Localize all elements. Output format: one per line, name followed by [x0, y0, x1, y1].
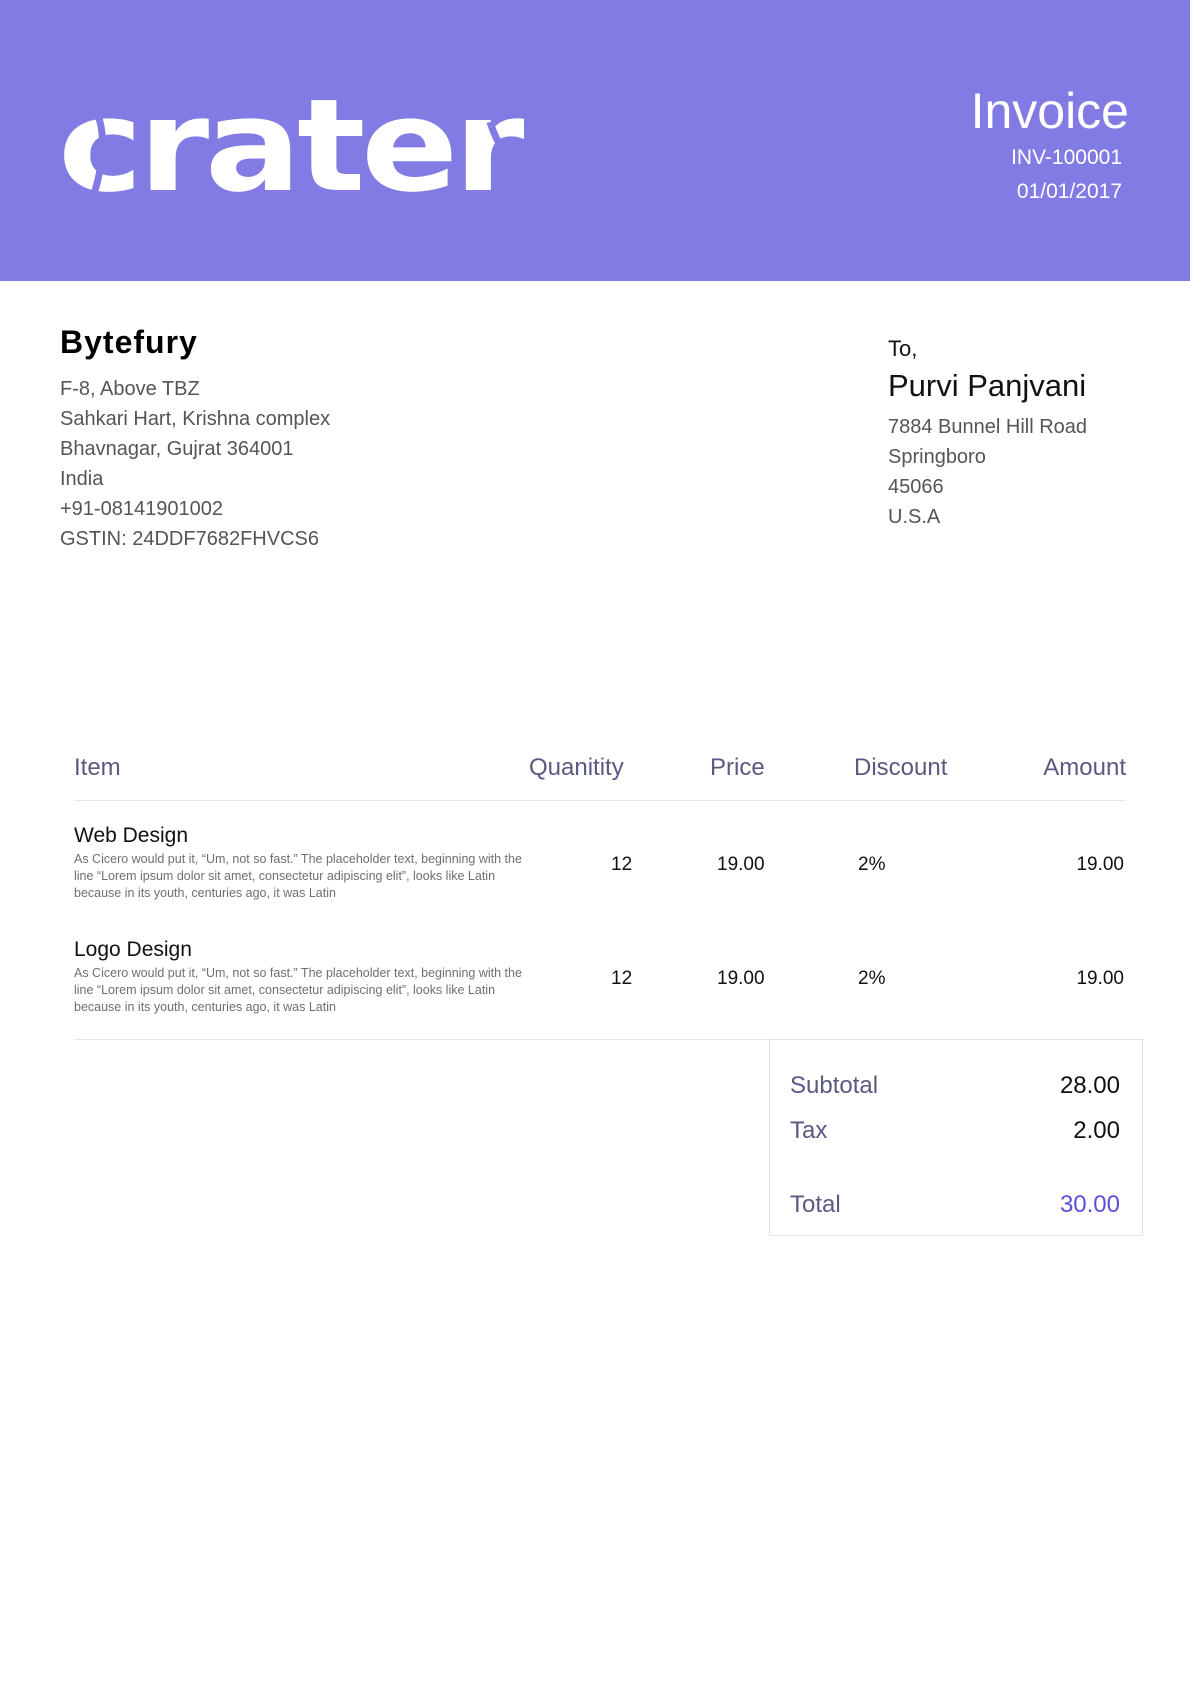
item-description: As Cicero would put it, “Um, not so fast… [74, 966, 522, 1014]
table-divider [74, 1039, 769, 1040]
item-price: 19.00 [717, 854, 765, 875]
address-line: 45066 [888, 476, 944, 498]
subtotal-value: 28.00 [1059, 1072, 1120, 1099]
header-amount: Amount [1043, 754, 1126, 781]
total-label: Total [790, 1191, 841, 1218]
invoice-header: crater Invoice INV-100001 01/01/2017 [0, 0, 1190, 281]
invoice-number: INV-100001 [1011, 146, 1122, 169]
header-divider [74, 800, 1126, 801]
invoice-date: 01/01/2017 [1016, 180, 1122, 203]
address-line: Bhavnagar, Gujrat 364001 [60, 438, 294, 460]
item-title: Logo Design [74, 938, 192, 961]
item-title: Web Design [74, 824, 189, 847]
address-line: Sahkari Hart, Krishna complex [60, 408, 331, 430]
company-name: Bytefury [60, 324, 198, 360]
company-address: F-8, Above TBZ Sahkari Hart, Krishna com… [60, 374, 330, 554]
item-quantity: 12 [611, 854, 633, 875]
item-amount: 19.00 [1076, 854, 1124, 875]
item-quantity: 12 [611, 968, 633, 989]
item-description: As Cicero would put it, “Um, not so fast… [74, 852, 522, 900]
header-item: Item [74, 754, 121, 781]
address-line: U.S.A [888, 506, 941, 528]
crater-logo: crater [58, 82, 528, 202]
item-discount: 2% [858, 968, 886, 989]
item-discount: 2% [858, 854, 886, 875]
tax-value: 2.00 [1073, 1117, 1120, 1144]
invoice-title: Invoice [970, 83, 1129, 139]
address-line: Springboro [888, 446, 986, 468]
tax-label: Tax [790, 1117, 828, 1144]
to-label: To, [888, 336, 918, 361]
totals-box [769, 1039, 1143, 1236]
header-price: Price [710, 754, 765, 781]
total-value: 30.00 [1059, 1191, 1120, 1218]
address-line: India [60, 468, 104, 490]
item-amount: 19.00 [1076, 968, 1124, 989]
header-quantity: Quanitity [529, 754, 624, 781]
address-line: 7884 Bunnel Hill Road [888, 416, 1088, 438]
address-line: F-8, Above TBZ [60, 378, 200, 400]
client-address: 7884 Bunnel Hill Road Springboro 45066 U… [888, 412, 1087, 532]
header-discount: Discount [854, 754, 948, 781]
gstin: GSTIN: 24DDF7682FHVCS6 [60, 528, 319, 550]
item-price: 19.00 [717, 968, 765, 989]
svg-text:crater: crater [58, 82, 524, 202]
phone: +91-08141901002 [60, 498, 223, 520]
client-name: Purvi Panjvani [888, 368, 1087, 403]
subtotal-label: Subtotal [790, 1072, 879, 1099]
